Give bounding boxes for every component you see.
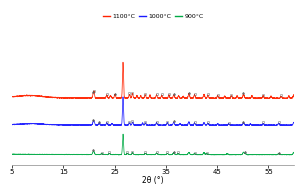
X-axis label: 2θ (°): 2θ (°)	[142, 177, 164, 185]
Legend: 1100°C, 1000°C, 900°C: 1100°C, 1000°C, 900°C	[100, 11, 206, 22]
